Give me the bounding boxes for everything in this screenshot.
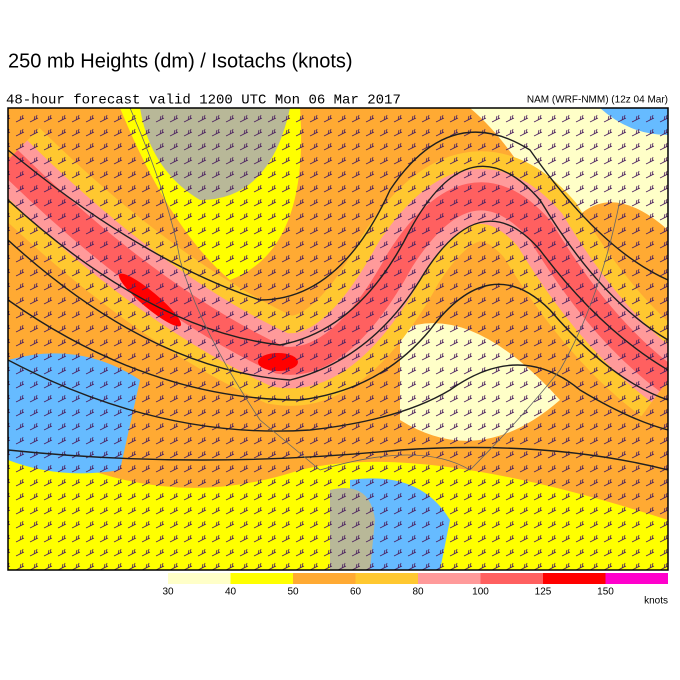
legend-swatch [605, 573, 668, 584]
legend: 30 40 50 60 80 100 125 150 knots [162, 573, 668, 607]
legend-label: 50 [287, 587, 299, 598]
legend-swatch [293, 573, 356, 584]
title: 250 mb Heights (dm) / Isotachs (knots) [8, 50, 353, 72]
legend-label: 40 [225, 587, 237, 598]
legend-label: 30 [162, 587, 174, 598]
map [8, 108, 668, 570]
legend-swatch [355, 573, 418, 584]
legend-swatch [543, 573, 606, 584]
legend-swatch [168, 573, 231, 584]
legend-label: 80 [412, 587, 424, 598]
model-label: NAM (WRF-NMM) (12z 04 Mar) [527, 95, 668, 106]
legend-swatch [418, 573, 481, 584]
legend-swatch [230, 573, 293, 584]
legend-swatch [480, 573, 543, 584]
legend-label: 100 [472, 587, 489, 598]
legend-label: 150 [597, 587, 614, 598]
legend-label: 60 [350, 587, 362, 598]
map-frame [7, 107, 669, 571]
legend-unit: knots [644, 596, 668, 607]
legend-label: 125 [535, 587, 552, 598]
subtitle: 48-hour forecast valid 1200 UTC Mon 06 M… [6, 93, 401, 109]
